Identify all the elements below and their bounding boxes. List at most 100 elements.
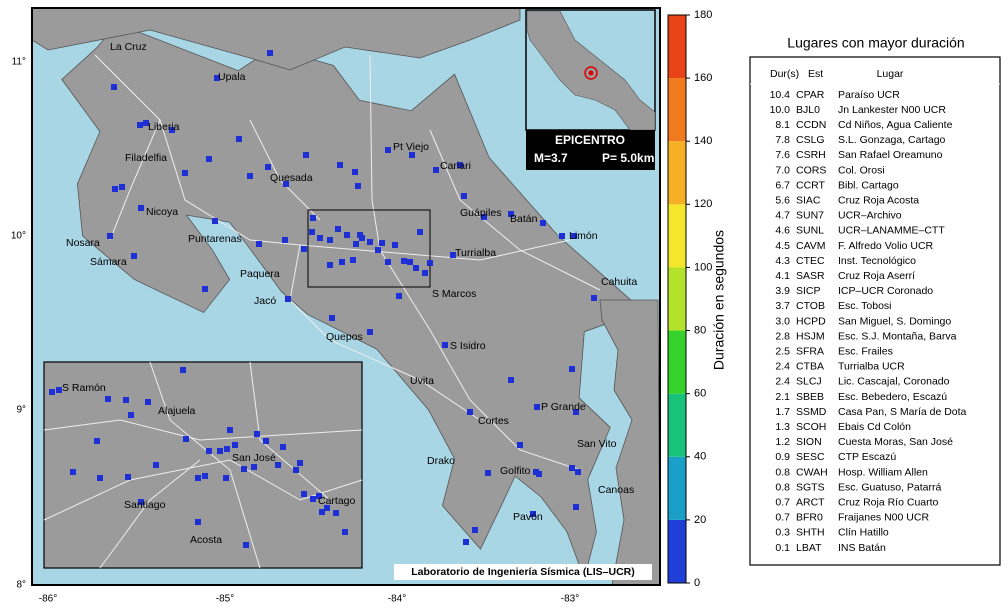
table-header: Lugar: [877, 68, 904, 80]
colorbar-tick-label: 80: [694, 324, 706, 336]
epicenter-ring: [584, 66, 598, 80]
table-cell-duration: 4.7: [775, 210, 790, 222]
city-label: Golfito: [500, 465, 531, 477]
table-cell-station: SLCJ: [796, 376, 822, 388]
colorbar-tick-label: 180: [694, 9, 712, 21]
table-cell-duration: 10.0: [770, 104, 791, 116]
table-cell-place: Casa Pan, S María de Dota: [838, 406, 967, 418]
table-title: Lugares con mayor duración: [787, 35, 964, 51]
station: [575, 469, 581, 475]
table-cell-place: S.L. Gonzaga, Cartago: [838, 134, 946, 146]
table-cell-duration: 7.0: [775, 164, 790, 176]
city-label: Pt Viejo: [393, 141, 429, 153]
station: [339, 259, 345, 265]
station: [463, 539, 469, 545]
table-cell-station: CSLG: [796, 134, 825, 146]
inset-station: [105, 396, 111, 402]
table-cell-place: Paraíso UCR: [838, 89, 900, 101]
inset-station: [195, 519, 201, 525]
inset-station: [333, 510, 339, 516]
panama: [599, 299, 660, 585]
road: [109, 119, 161, 241]
table-cell-duration: 5.6: [775, 194, 790, 206]
station: [143, 120, 149, 126]
table-cell-station: SASR: [796, 270, 825, 282]
inset-station: [153, 462, 159, 468]
inset-station: [342, 529, 348, 535]
table-cell-place: UCR–LANAMME–CTT: [838, 225, 945, 237]
station: [206, 156, 212, 162]
epicenter-dot: [588, 70, 594, 76]
table-cell-duration: 3.0: [775, 315, 790, 327]
table-cell-place: San Rafael Oreamuno: [838, 149, 943, 161]
station: [212, 218, 218, 224]
table-cell-station: SUNL: [796, 225, 824, 237]
city-label: Cariari: [440, 160, 471, 172]
station: [407, 259, 413, 265]
lat-label: 9°: [16, 405, 26, 416]
city-label: Liberia: [148, 121, 180, 133]
inset-station: [128, 412, 134, 418]
city-label: Sámara: [90, 256, 127, 268]
station: [569, 465, 575, 471]
table-cell-duration: 0.7: [775, 512, 790, 524]
station: [353, 241, 359, 247]
colorbar-segment: [668, 267, 686, 331]
city-label: Quesada: [270, 172, 313, 184]
table-cell-duration: 7.8: [775, 134, 790, 146]
colorbar-tick-label: 120: [694, 198, 712, 210]
station: [591, 295, 597, 301]
inset-station: [70, 469, 76, 475]
inset-station: [227, 427, 233, 433]
table-cell-station: CPAR: [796, 89, 825, 101]
lon-label: -86°: [39, 594, 57, 605]
inset-station: [217, 448, 223, 454]
inset-station: [275, 462, 281, 468]
station: [392, 242, 398, 248]
station: [285, 296, 291, 302]
table-cell-place: Fraijanes N00 UCR: [838, 512, 929, 524]
colorbar-tick-label: 160: [694, 72, 712, 84]
table-cell-station: CTBA: [796, 361, 824, 373]
table-cell-station: BJL0: [796, 104, 820, 116]
table-cell-station: SUN7: [796, 210, 824, 222]
colorbar-tick-label: 100: [694, 261, 712, 273]
station: [409, 152, 415, 158]
station: [367, 239, 373, 245]
table-cell-place: San Miguel, S. Domingo: [838, 315, 951, 327]
station: [309, 229, 315, 235]
colorbar-tick-label: 140: [694, 135, 712, 147]
inset-station: [56, 387, 62, 393]
table-cell-station: ARCT: [796, 496, 825, 508]
table-header: Dur(s): [770, 68, 799, 80]
station: [202, 286, 208, 292]
epicenter-magnitude: M=3.7: [534, 151, 568, 165]
station: [571, 233, 577, 239]
table-cell-place: Esc. Bebedero, Escazú: [838, 391, 947, 403]
table-cell-place: Esc. S.J. Montaña, Barva: [838, 330, 957, 342]
table-cell-duration: 4.5: [775, 240, 790, 252]
table-cell-station: CORS: [796, 164, 826, 176]
table-cell-station: SION: [796, 436, 822, 448]
station: [536, 471, 542, 477]
inset-road: [149, 361, 261, 569]
city-label: Quepos: [326, 331, 363, 343]
table-cell-duration: 4.3: [775, 255, 790, 267]
station: [301, 246, 307, 252]
station: [573, 409, 579, 415]
station: [472, 527, 478, 533]
table-cell-station: SFRA: [796, 345, 824, 357]
station: [283, 181, 289, 187]
station: [317, 235, 323, 241]
station: [355, 183, 361, 189]
station: [107, 233, 113, 239]
inset-city-label: San José: [232, 452, 276, 464]
table-cell-duration: 4.1: [775, 270, 790, 282]
city-label: S Isidro: [450, 340, 486, 352]
station: [427, 260, 433, 266]
station: [350, 257, 356, 263]
station: [137, 122, 143, 128]
station: [417, 229, 423, 235]
station: [329, 315, 335, 321]
table-cell-place: CTP Escazú: [838, 451, 896, 463]
